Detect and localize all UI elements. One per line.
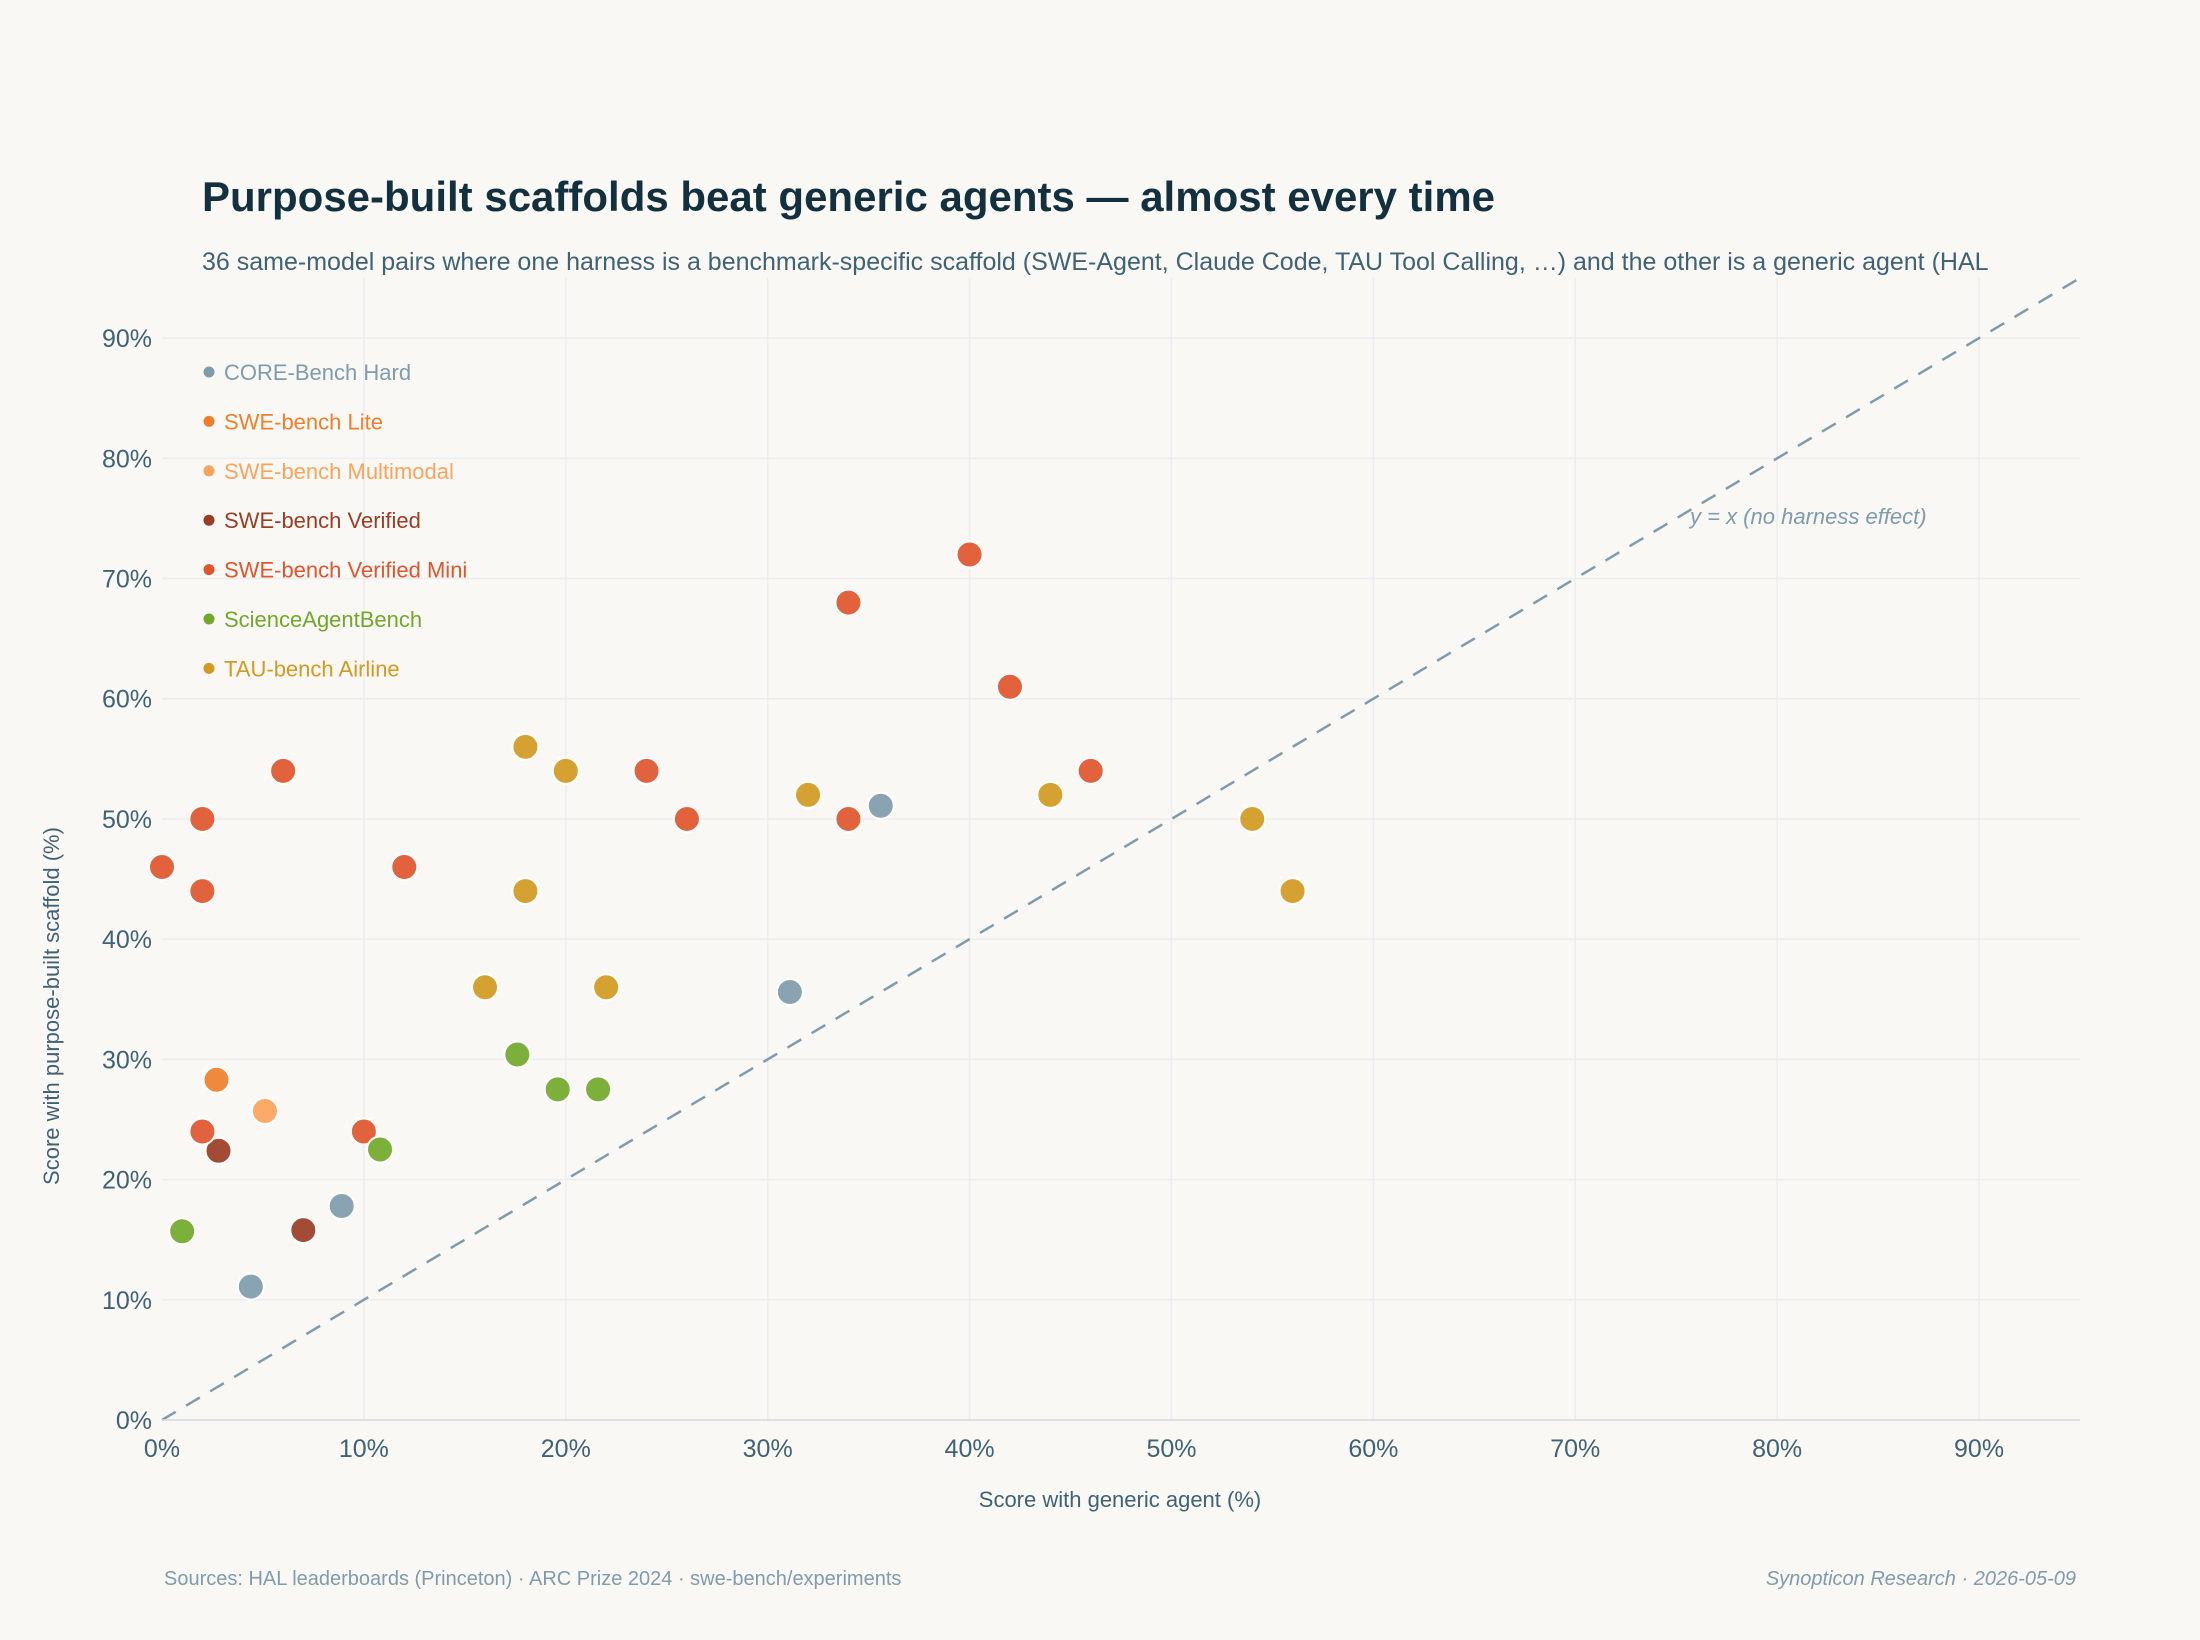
legend-marker	[203, 662, 215, 674]
y-tick-label: 50%	[102, 806, 152, 834]
legend-marker	[203, 415, 215, 427]
x-tick-label: 10%	[339, 1435, 389, 1463]
data-point[interactable]	[269, 756, 298, 785]
data-point[interactable]	[349, 1117, 378, 1146]
x-axis-label: Score with generic agent (%)	[979, 1487, 1261, 1512]
data-point[interactable]	[866, 791, 895, 820]
sources-note: Sources: HAL leaderboards (Princeton) · …	[164, 1568, 901, 1590]
data-point[interactable]	[672, 804, 701, 833]
y-tick-label: 10%	[102, 1287, 152, 1315]
axes: 0%0% 10% 10% 20% 20% 30% 30% 40% 40% 50% 50% 60% 60%…	[102, 325, 2080, 1463]
gridlines	[162, 278, 2080, 1420]
data-point[interactable]	[1278, 877, 1307, 906]
data-point[interactable]	[289, 1216, 318, 1245]
y-axis-label: Score with purpose-built scaffold (%)	[39, 827, 64, 1185]
legend-marker	[203, 613, 215, 625]
data-point[interactable]	[148, 853, 176, 882]
data-point[interactable]	[995, 672, 1024, 701]
x-tick-label: 80%	[1752, 1435, 1802, 1463]
data-point[interactable]	[471, 973, 500, 1002]
data-point[interactable]	[511, 732, 540, 761]
y-tick-label: 70%	[102, 566, 152, 594]
legend-marker	[203, 366, 215, 378]
chart-title: Purpose-built scaffolds beat generic age…	[202, 173, 1495, 220]
data-point[interactable]	[204, 1136, 233, 1165]
x-tick-label: 70%	[1550, 1435, 1600, 1463]
legend-entry[interactable]: SWE-bench Multimodal	[224, 459, 454, 484]
legend-marker	[203, 564, 215, 576]
data-point[interactable]	[168, 1217, 197, 1246]
data-point[interactable]	[1076, 756, 1105, 785]
data-point[interactable]	[584, 1075, 613, 1104]
legend[interactable]: CORE-Bench Hard SWE-bench Lite SWE-bench M…	[203, 360, 468, 681]
data-point[interactable]	[775, 978, 804, 1007]
legend-entry[interactable]: ScienceAgentBench	[224, 607, 422, 632]
data-point[interactable]	[250, 1097, 279, 1126]
y-tick-label: 0%	[116, 1407, 152, 1435]
x-tick-label: 60%	[1348, 1435, 1398, 1463]
data-point[interactable]	[543, 1075, 572, 1104]
x-tick-label: 30%	[743, 1435, 793, 1463]
data-point[interactable]	[511, 877, 540, 906]
diagonal-y-equals-x	[161, 276, 2081, 1422]
data-point[interactable]	[955, 540, 984, 569]
x-tick-label: 20%	[541, 1435, 591, 1463]
legend-entry[interactable]: SWE-bench Verified Mini	[224, 558, 467, 583]
data-point[interactable]	[503, 1040, 532, 1069]
x-tick-label: 50%	[1146, 1435, 1196, 1463]
legend-marker	[203, 514, 215, 526]
data-point[interactable]	[188, 1117, 217, 1146]
data-point[interactable]	[1238, 804, 1267, 833]
data-point[interactable]	[592, 973, 621, 1002]
x-tick-label: 0%	[144, 1435, 180, 1463]
y-tick-label: 30%	[102, 1046, 152, 1074]
x-tick-label: 90%	[1954, 1435, 2004, 1463]
data-point[interactable]	[366, 1135, 395, 1164]
y-tick-label: 80%	[102, 445, 152, 473]
data-point[interactable]	[794, 780, 823, 809]
y-tick-label: 90%	[102, 325, 152, 353]
data-point[interactable]	[236, 1272, 265, 1301]
legend-entry[interactable]: SWE-bench Verified	[224, 508, 421, 533]
data-point[interactable]	[188, 804, 217, 833]
data-point[interactable]	[202, 1065, 231, 1094]
data-point[interactable]	[551, 756, 580, 785]
reference-line-label: y = x (no harness effect)	[1688, 504, 1927, 529]
legend-entry[interactable]: CORE-Bench Hard	[224, 360, 411, 385]
data-point[interactable]	[834, 588, 863, 617]
reference-line	[161, 276, 2081, 1422]
data-point[interactable]	[390, 853, 419, 882]
y-tick-label: 20%	[102, 1167, 152, 1195]
data-point[interactable]	[834, 804, 863, 833]
legend-entry[interactable]: SWE-bench Lite	[224, 409, 383, 434]
credit-note: Synopticon Research · 2026-05-09	[1766, 1568, 2076, 1590]
y-tick-label: 40%	[102, 926, 152, 954]
data-points[interactable]	[148, 540, 1307, 1301]
data-point[interactable]	[1036, 780, 1065, 809]
x-tick-label: 40%	[945, 1435, 995, 1463]
chart-subtitle: 36 same-model pairs where one harness is…	[202, 248, 1989, 276]
data-point[interactable]	[188, 877, 217, 906]
y-tick-label: 60%	[102, 686, 152, 714]
legend-entry[interactable]: TAU-bench Airline	[224, 656, 400, 681]
legend-marker	[203, 465, 215, 477]
data-point[interactable]	[632, 756, 661, 785]
data-point[interactable]	[327, 1192, 356, 1221]
